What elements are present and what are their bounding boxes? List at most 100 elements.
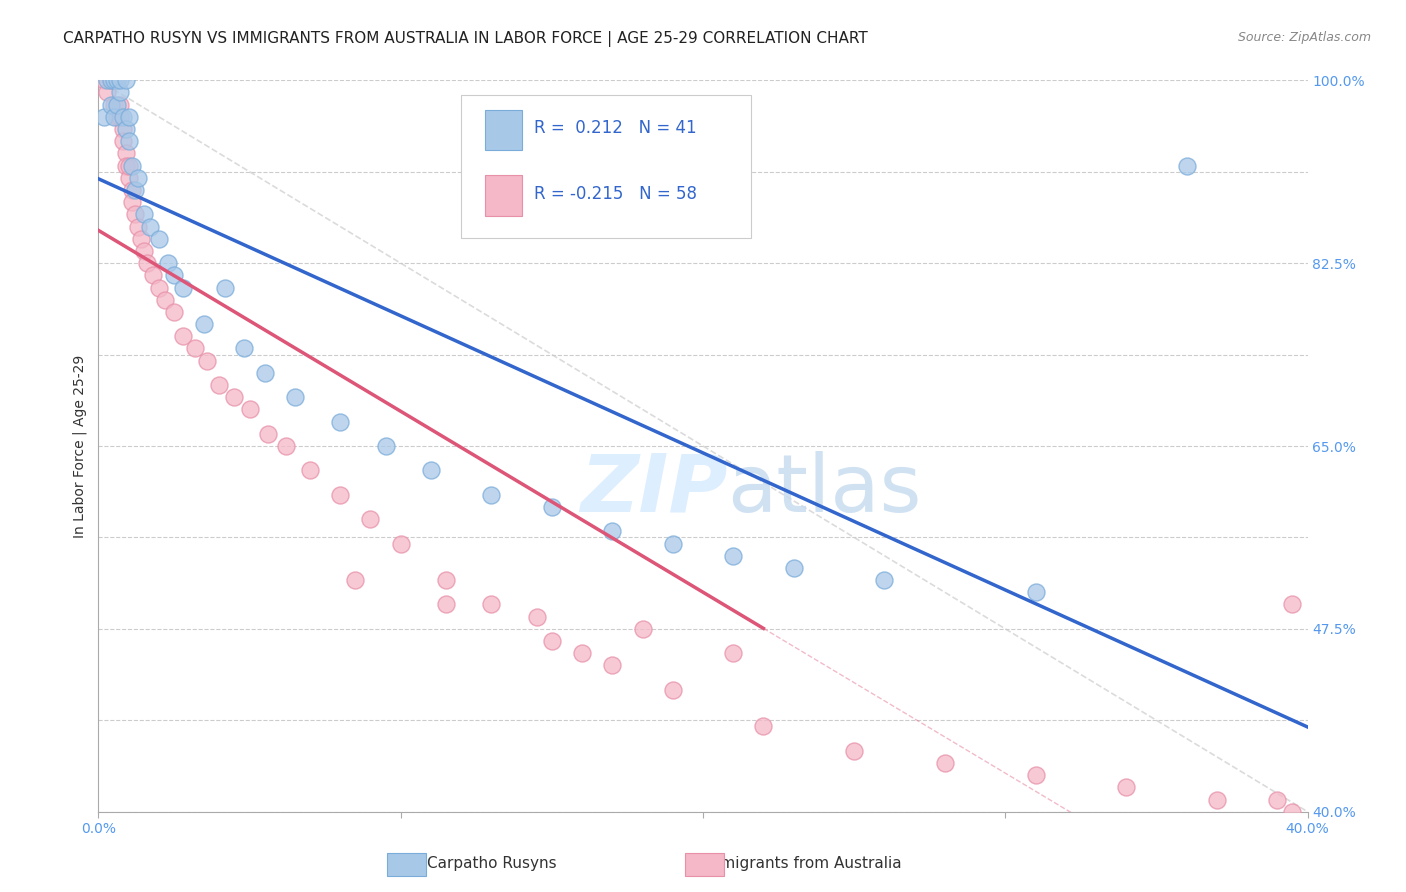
- Point: [661, 536, 683, 550]
- Point: [195, 353, 218, 368]
- Point: [121, 195, 143, 210]
- Point: [434, 573, 457, 587]
- Point: [239, 402, 262, 417]
- Point: [344, 573, 367, 587]
- Point: [163, 268, 186, 283]
- Point: [934, 756, 956, 770]
- Point: [329, 415, 352, 429]
- Point: [96, 86, 118, 100]
- Point: [105, 97, 128, 112]
- Point: [873, 573, 896, 587]
- Point: [193, 317, 215, 331]
- Point: [124, 183, 146, 197]
- Point: [148, 280, 170, 294]
- Point: [602, 658, 624, 673]
- Point: [103, 73, 125, 87]
- Point: [329, 488, 352, 502]
- Point: [100, 73, 122, 87]
- Point: [274, 439, 297, 453]
- Point: [1281, 805, 1303, 819]
- Point: [163, 305, 186, 319]
- Point: [256, 426, 278, 441]
- Point: [96, 73, 118, 87]
- Point: [135, 256, 157, 270]
- Point: [121, 183, 143, 197]
- Point: [121, 159, 143, 173]
- Point: [299, 463, 322, 477]
- Point: [481, 488, 503, 502]
- Point: [602, 524, 624, 539]
- Point: [111, 110, 134, 124]
- Point: [253, 366, 276, 380]
- Point: [111, 122, 134, 136]
- Point: [132, 244, 155, 258]
- Point: [723, 646, 745, 660]
- Point: [103, 110, 125, 124]
- Text: Immigrants from Australia: Immigrants from Australia: [702, 856, 901, 871]
- FancyBboxPatch shape: [485, 176, 522, 216]
- Point: [844, 744, 866, 758]
- Point: [232, 342, 254, 356]
- Point: [1024, 768, 1046, 782]
- Point: [723, 549, 745, 563]
- Text: atlas: atlas: [727, 450, 921, 529]
- Point: [108, 110, 131, 124]
- Point: [114, 146, 136, 161]
- Point: [783, 561, 806, 575]
- Point: [224, 390, 246, 404]
- Point: [1175, 159, 1198, 173]
- Text: R =  0.212   N = 41: R = 0.212 N = 41: [534, 119, 696, 136]
- Point: [434, 598, 457, 612]
- Text: R = -0.215   N = 58: R = -0.215 N = 58: [534, 185, 697, 202]
- Point: [118, 110, 141, 124]
- Point: [105, 110, 128, 124]
- Point: [153, 293, 176, 307]
- FancyBboxPatch shape: [485, 110, 522, 150]
- Point: [374, 439, 396, 453]
- Point: [114, 122, 136, 136]
- Point: [1115, 780, 1137, 795]
- Point: [108, 97, 131, 112]
- Point: [526, 609, 548, 624]
- Y-axis label: In Labor Force | Age 25-29: In Labor Force | Age 25-29: [73, 354, 87, 538]
- Point: [540, 500, 562, 514]
- Point: [360, 512, 382, 526]
- Point: [208, 378, 231, 392]
- Point: [118, 170, 141, 185]
- Point: [127, 170, 149, 185]
- Point: [108, 73, 131, 87]
- Point: [156, 256, 179, 270]
- Point: [1281, 598, 1303, 612]
- Point: [105, 73, 128, 87]
- Point: [184, 342, 207, 356]
- Point: [103, 97, 125, 112]
- Point: [420, 463, 443, 477]
- Text: ZIP: ZIP: [579, 450, 727, 529]
- Point: [111, 134, 134, 148]
- Text: Source: ZipAtlas.com: Source: ZipAtlas.com: [1237, 31, 1371, 45]
- Point: [100, 97, 122, 112]
- Point: [93, 110, 115, 124]
- Point: [127, 219, 149, 234]
- Point: [114, 73, 136, 87]
- Point: [108, 86, 131, 100]
- Point: [100, 73, 122, 87]
- Point: [93, 73, 115, 87]
- Point: [571, 646, 593, 660]
- Point: [389, 536, 412, 550]
- Point: [284, 390, 307, 404]
- Point: [132, 207, 155, 221]
- Point: [752, 719, 775, 733]
- Point: [1206, 792, 1229, 806]
- Point: [631, 622, 654, 636]
- Point: [481, 598, 503, 612]
- Point: [139, 219, 162, 234]
- Point: [540, 634, 562, 648]
- Point: [105, 73, 128, 87]
- Point: [103, 73, 125, 87]
- Point: [148, 232, 170, 246]
- FancyBboxPatch shape: [461, 95, 751, 237]
- Point: [172, 329, 194, 343]
- Point: [129, 232, 152, 246]
- Point: [118, 159, 141, 173]
